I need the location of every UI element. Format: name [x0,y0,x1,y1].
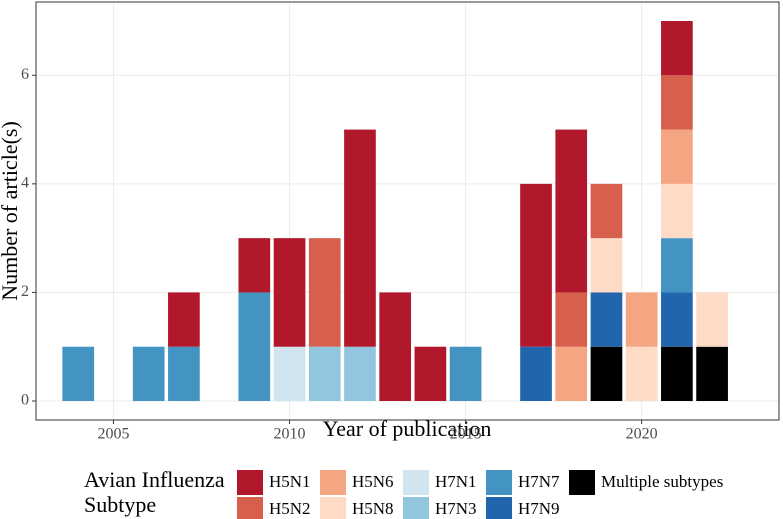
bar-segment [590,238,623,293]
bar-segment [625,292,658,347]
legend-title: Avian Influenza [84,467,225,492]
bar-segment [661,21,693,76]
bar-segment [590,292,623,347]
legend-key [403,470,429,495]
bar-segment [661,346,693,401]
legend-label: H5N2 [269,499,311,518]
x-tick-label: 2015 [450,426,482,443]
bar-segment [625,346,658,401]
bar-segment [555,346,588,401]
legend-label: H7N1 [435,472,477,491]
bar-segment [168,346,200,401]
legend-label: Multiple subtypes [601,472,723,491]
legend-key [237,470,263,495]
legend-title: Subtype [84,492,156,517]
bar-segment [132,346,165,401]
bar-segment [238,238,271,293]
y-tick-label: 0 [21,392,29,409]
x-tick-label: 2005 [97,426,129,443]
bar-segment [308,238,341,347]
bar-segment [661,238,693,293]
bar-segment [308,346,341,401]
bar-segment [520,183,552,347]
bar-segment [555,292,588,347]
y-tick-label: 2 [21,283,29,300]
bar-segment [238,292,271,401]
bar-segment [379,292,412,401]
bar-segment [661,183,693,239]
bar-segment [168,292,200,347]
bar-segment [344,129,376,347]
bar-segment [273,238,306,347]
legend-key [237,497,263,519]
legend-label: H5N8 [352,499,394,518]
legend-label: H7N9 [518,499,560,518]
legend-key [320,497,346,519]
legend-key [320,470,346,495]
bar-segment [449,346,482,401]
bar-segment [661,75,693,130]
panel-border [35,1,780,421]
bar-segment [62,346,95,401]
legend-label: H7N7 [518,472,560,491]
bar-segment [414,346,447,401]
bar-segment [520,346,552,401]
legend-key [569,470,595,495]
legend-key [486,497,512,519]
bar-segment [590,346,623,401]
bar-segment [590,183,623,239]
y-tick-label: 4 [21,175,29,192]
y-axis-title: Number of article(s) [0,121,22,301]
legend-key [486,470,512,495]
legend-label: H5N1 [269,472,311,491]
bar-segment [344,346,376,401]
bar-segment [661,292,693,347]
x-tick-label: 2020 [626,426,658,443]
legend-label: H5N6 [352,472,394,491]
bar-segment [555,129,588,293]
legend-key [403,497,429,519]
x-tick-label: 2010 [274,426,306,443]
bar-segment [273,346,306,401]
bar-segment [696,346,728,401]
bar-segment [696,292,728,347]
y-tick-label: 6 [21,66,29,83]
legend-label: H7N3 [435,499,477,518]
bar-segment [661,129,693,184]
